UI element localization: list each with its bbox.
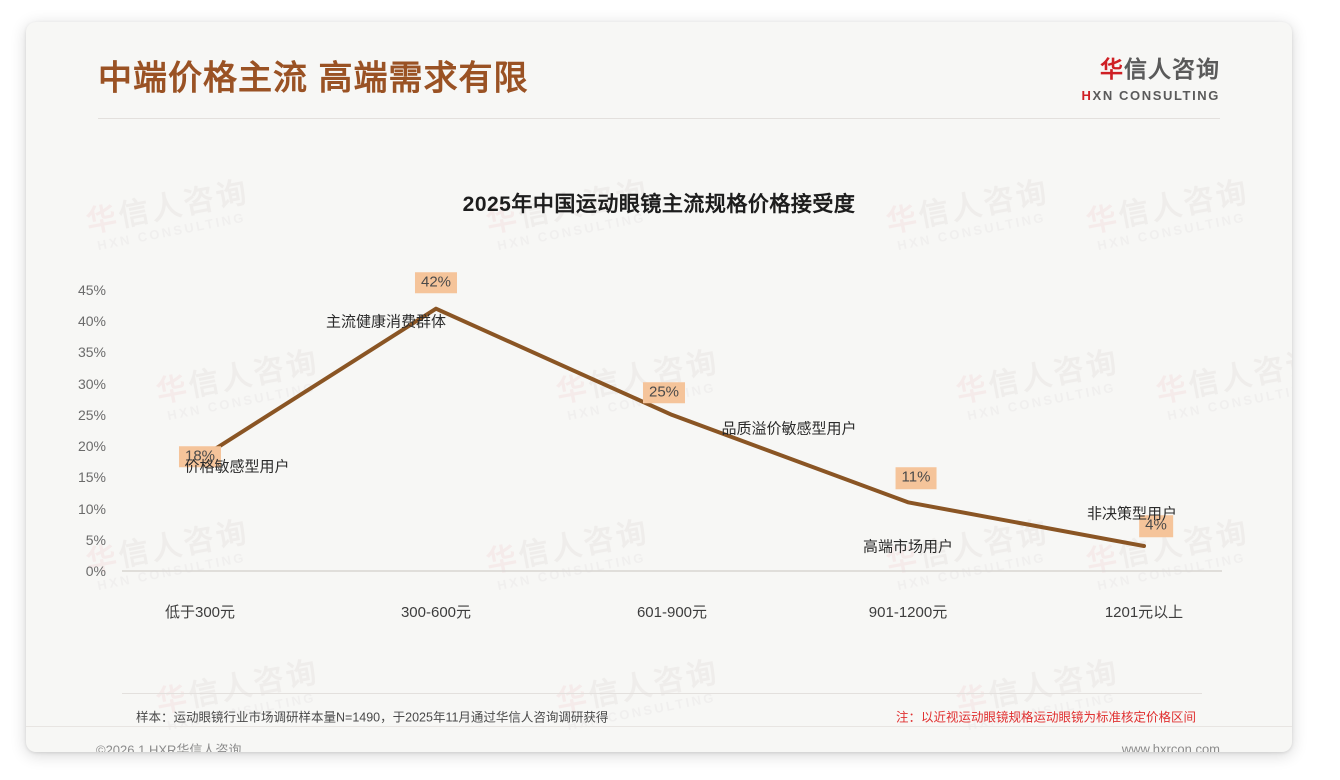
annotation-label: 品质溢价敏感型用户 xyxy=(721,420,857,438)
line-chart: 0% 5% 10% 15% 20% 25% 30% 35% 40% 45% 低于300元 300-6… xyxy=(26,22,1292,752)
footer-divider xyxy=(122,693,1202,694)
logo-chinese-text: 华信人咨询 xyxy=(1082,58,1220,81)
website-url: www.hxrcon.com xyxy=(1121,741,1220,753)
y-axis-tick-label: 40% xyxy=(77,313,106,330)
y-axis-tick-label: 20% xyxy=(77,438,106,455)
y-axis-tick-label: 45% xyxy=(77,282,106,298)
y-axis-tick-label: 15% xyxy=(77,469,106,486)
annotation-label: 非决策型用户 xyxy=(1086,505,1178,523)
logo-cn-rest: 信人咨询 xyxy=(1124,56,1220,82)
x-axis-tick-label: 300-600元 xyxy=(400,604,472,621)
y-axis-tick-label: 30% xyxy=(77,375,106,392)
annotation-label: 高端市场用户 xyxy=(862,538,954,556)
copyright-text: ©2026.1 HXR华信人咨询 xyxy=(96,742,242,753)
y-axis-tick-label: 35% xyxy=(77,344,106,361)
header-divider xyxy=(98,118,1220,119)
logo-en-red-char: H xyxy=(1081,88,1093,103)
chart-canvas xyxy=(122,306,1222,572)
logo-cn-red-char: 华 xyxy=(1100,56,1124,82)
chart-title: 2025年中国运动眼镜主流规格价格接受度 xyxy=(462,193,856,216)
y-axis-tick-label: 0% xyxy=(85,563,106,579)
logo-en-rest: XN CONSULTING xyxy=(1092,88,1220,103)
x-axis-tick-label: 1201元以上 xyxy=(1104,604,1184,621)
slide-header: 中端价格主流 高端需求有限 华信人咨询 HXN CONSULTING xyxy=(26,22,1292,124)
data-point-label: 42% xyxy=(414,271,458,294)
data-series-line xyxy=(198,306,1146,548)
annotation-label: 价格敏感型用户 xyxy=(184,458,290,476)
x-axis-tick-label: 601-900元 xyxy=(636,604,708,621)
x-axis-tick-label: 901-1200元 xyxy=(868,604,948,621)
brand-logo: 华信人咨询 HXN CONSULTING xyxy=(1082,58,1220,103)
y-axis-tick-label: 10% xyxy=(77,500,106,517)
annotation-label: 主流健康消费群体 xyxy=(325,313,447,331)
method-note: 注：以近视运动眼镜规格运动眼镜为标准核定价格区间 xyxy=(895,710,1196,725)
data-point-label: 4% xyxy=(1139,515,1173,537)
slide-card: 华信人咨询 HXN CONSULTING 华信人咨询 HXN CONSULTING 华信… xyxy=(26,22,1292,752)
x-axis-tick-label: 低于300元 xyxy=(164,604,236,621)
y-axis-tick-label: 25% xyxy=(77,406,106,423)
data-point-label: 11% xyxy=(895,467,937,490)
y-axis-tick-label: 5% xyxy=(85,531,106,548)
data-point-label: 18% xyxy=(178,445,222,468)
data-point-label: 25% xyxy=(642,382,686,404)
sample-note: 样本：运动眼镜行业市场调研样本量N=1490，于2025年11月通过华信人咨询调… xyxy=(136,710,609,725)
footer-bottom-divider xyxy=(26,726,1292,727)
page-title: 中端价格主流 高端需求有限 xyxy=(98,59,529,98)
logo-english-text: HXN CONSULTING xyxy=(1082,89,1220,102)
